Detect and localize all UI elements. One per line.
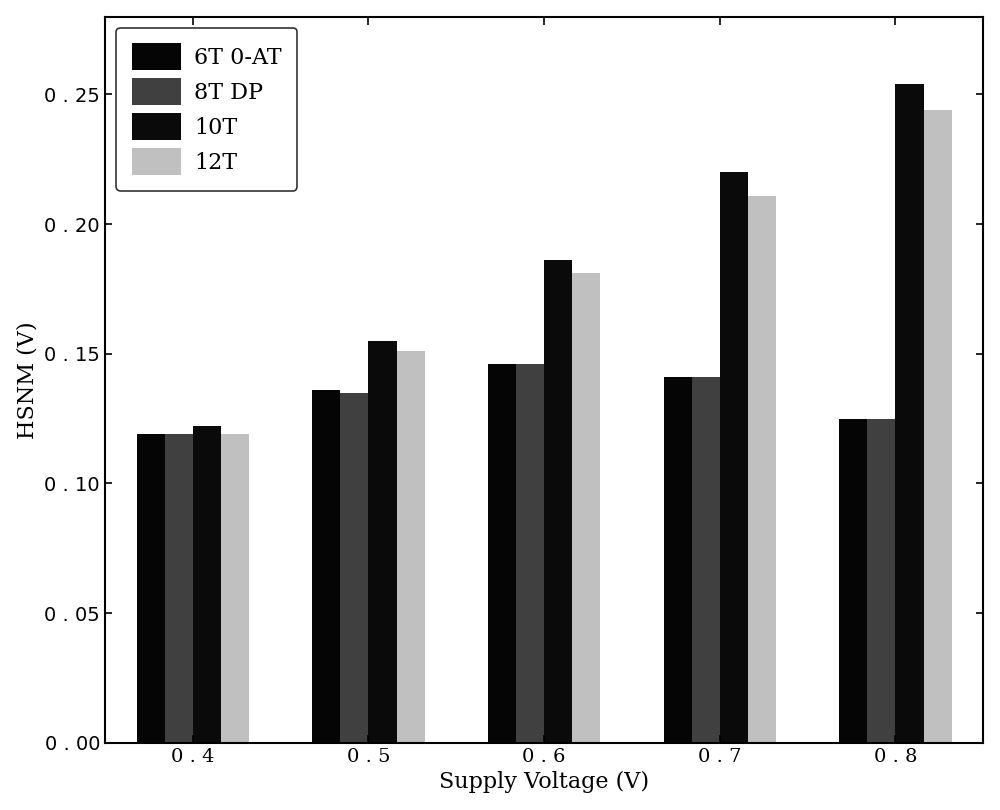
Y-axis label: HSNM (V): HSNM (V) <box>17 321 39 438</box>
Bar <box>340 393 368 743</box>
Bar <box>895 84 924 743</box>
Bar <box>516 364 544 743</box>
Bar <box>488 364 516 743</box>
Bar <box>720 173 748 743</box>
Bar <box>924 110 952 743</box>
Bar <box>312 390 340 743</box>
Bar <box>867 419 895 743</box>
Bar <box>544 261 572 743</box>
Bar <box>748 195 776 743</box>
Bar <box>368 341 397 743</box>
Bar <box>692 377 720 743</box>
Legend: 6T 0-AT, 8T DP, 10T, 12T: 6T 0-AT, 8T DP, 10T, 12T <box>116 28 297 190</box>
Bar <box>397 352 425 743</box>
Bar <box>137 434 165 743</box>
X-axis label: Supply Voltage (V): Supply Voltage (V) <box>439 771 649 793</box>
Bar <box>165 434 193 743</box>
Bar <box>664 377 692 743</box>
Bar <box>221 434 249 743</box>
Bar <box>193 426 221 743</box>
Bar <box>572 274 600 743</box>
Bar <box>839 419 867 743</box>
